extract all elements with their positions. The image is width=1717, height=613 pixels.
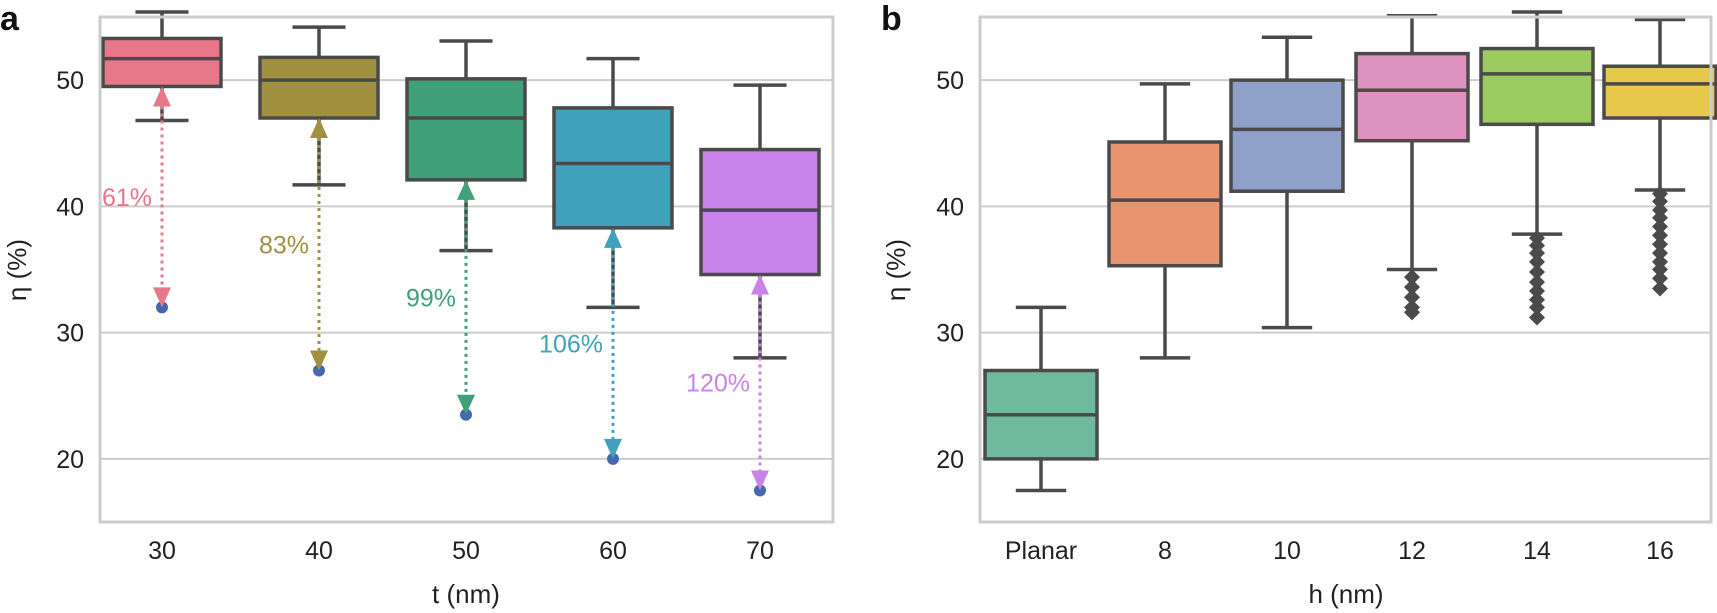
a-x-tick-label: 60 [599,537,627,565]
b-y-tick-label: 30 [936,320,964,348]
b-outlier-point [1652,193,1668,210]
a-arrowhead-down [153,287,171,308]
b-iqr-box [1107,140,1223,268]
a-arrowhead-down [457,394,475,415]
b-panel-label: b [881,0,902,38]
a-iqr-box [101,36,223,89]
b-box-1 [1107,82,1223,360]
b-outlier-point [1529,245,1545,262]
b-iqr-box [1602,64,1717,120]
a-y-tick-label: 50 [56,67,84,95]
b-outlier-point [1529,274,1545,291]
a-x-tick-label: 30 [148,537,176,565]
a-arrows: 61% 83% 99% 106% 120% [102,86,769,491]
a-y-axis-label: η (%) [2,239,32,301]
b-outlier-point [1404,269,1420,286]
a-x-tick-labels: 30 40 50 60 70 [148,537,774,565]
a-arrowhead-up [604,227,622,248]
a-arrow-0: 61% [102,86,171,308]
b-outlier-point [1529,264,1545,281]
a-iqr-box [405,77,527,182]
a-percent-label: 120% [686,369,750,397]
a-boxes [101,10,821,360]
b-outlier-point [1652,218,1668,235]
b-x-tick-label: 14 [1523,537,1551,565]
a-percent-label: 83% [259,231,309,259]
a-arrow-3: 106% [539,227,622,459]
a-arrowhead-down [604,438,622,459]
b-x-tick-labels: Planar 8 10 12 14 16 [1005,537,1674,565]
b-outlier-point [1404,289,1420,306]
b-x-tick-label: 16 [1646,537,1674,565]
a-box-2 [405,39,527,253]
b-outlier-point [1652,245,1668,262]
b-outlier-point [1652,209,1668,226]
a-iqr-box [552,106,674,230]
b-outlier-point [1652,236,1668,253]
b-box-0 [983,305,1099,493]
a-y-tick-label: 20 [56,446,84,474]
b-y-tick-labels: 20 30 40 50 [936,67,964,474]
b-y-tick-label: 40 [936,193,964,221]
a-arrow-2: 99% [406,179,475,415]
b-iqr-box [1354,51,1470,143]
b-x-tick-label: Planar [1005,537,1077,565]
a-arrow-4: 120% [686,274,769,491]
b-outlier-point [1652,280,1668,297]
b-boxes [983,10,1717,493]
b-x-tick-label: 10 [1273,537,1301,565]
b-outlier-point [1529,253,1545,270]
b-x-tick-label: 8 [1158,537,1172,565]
a-x-axis-label: t (nm) [432,579,500,609]
b-outlier-point [1529,282,1545,299]
b-y-tick-label: 20 [936,446,964,474]
b-x-axis-label: h (nm) [1308,579,1383,609]
a-arrowhead-up [457,179,475,200]
a-iqr-box [258,55,380,120]
a-arrowhead-down [751,470,769,491]
a-percent-label: 61% [102,184,152,212]
a-arrowhead-up [310,118,328,138]
a-x-tick-label: 70 [746,537,774,565]
b-iqr-box [1479,46,1595,127]
a-iqr-box [699,147,821,277]
b-outlier-point [1652,270,1668,287]
a-x-tick-label: 40 [305,537,333,565]
a-arrow-1: 83% [259,118,328,371]
b-box-4 [1479,10,1595,326]
a-percent-label: 99% [406,284,456,312]
a-y-tick-labels: 20 30 40 50 [56,67,84,474]
b-y-tick-label: 50 [936,67,964,95]
a-x-tick-label: 50 [452,537,480,565]
b-box-2 [1229,35,1345,330]
b-outlier-point [1529,309,1545,326]
b-outlier-point [1404,279,1420,296]
b-outlier-point [1404,304,1420,321]
b-outlier-point [1652,261,1668,278]
a-y-tick-label: 30 [56,320,84,348]
a-y-tick-label: 40 [56,193,84,221]
b-plot-frame [978,15,1713,524]
a-arrowhead-up [153,86,171,107]
b-outlier-point [1529,299,1545,316]
b-x-tick-label: 12 [1398,537,1426,565]
a-panel-label: a [0,0,20,38]
panel-b: 20 30 40 50 Planar 8 10 12 14 16 b h (nm) η (%) [881,0,1717,609]
b-y-axis-label: η (%) [881,239,911,301]
a-arrowhead-up [751,274,769,295]
a-arrowhead-down [310,350,328,371]
b-iqr-box [1229,78,1345,193]
b-box-3 [1354,13,1470,321]
a-plot-frame [98,15,835,524]
b-box-5 [1602,17,1717,297]
b-outlier-point [1652,227,1668,244]
a-percent-label: 106% [539,330,603,358]
